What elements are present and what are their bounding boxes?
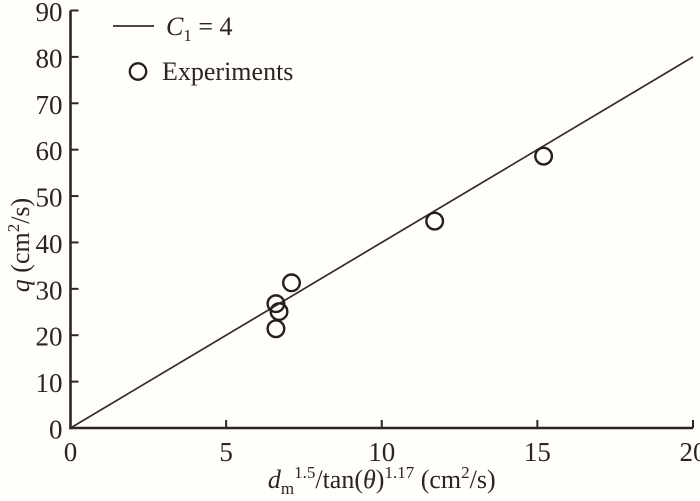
data-point (281, 273, 301, 293)
y-tick-label: 70 (36, 90, 63, 120)
fit-line (70, 56, 694, 429)
legend-circle-sample (128, 62, 148, 81)
data-point (266, 319, 286, 339)
x-tick-label: 0 (64, 437, 78, 467)
y-tick-label: 10 (36, 368, 63, 398)
y-tick-label: 90 (36, 0, 63, 27)
y-tick-label: 80 (36, 43, 63, 73)
legend-label: C1 = 4 (166, 12, 233, 45)
y-tick-label: 0 (49, 415, 63, 445)
x-tick-label: 20 (680, 437, 700, 467)
y-tick-label: 20 (36, 322, 63, 352)
legend-label: Experiments (162, 57, 293, 86)
x-tick-label: 5 (219, 437, 233, 467)
data-point (425, 211, 445, 231)
x-tick-label: 15 (524, 437, 551, 467)
x-axis-label: dm1.5/tan(θ)1.17 (cm2/s) (268, 463, 496, 498)
y-axis-label: q (cm2/s) (4, 198, 35, 292)
y-tick-label: 40 (36, 229, 63, 259)
x-tick-label: 10 (368, 437, 395, 467)
y-tick-label: 50 (36, 183, 63, 213)
y-tick-label: 60 (36, 136, 63, 166)
data-point (266, 294, 286, 314)
y-tick-label: 30 (36, 275, 63, 305)
data-point (534, 146, 554, 166)
